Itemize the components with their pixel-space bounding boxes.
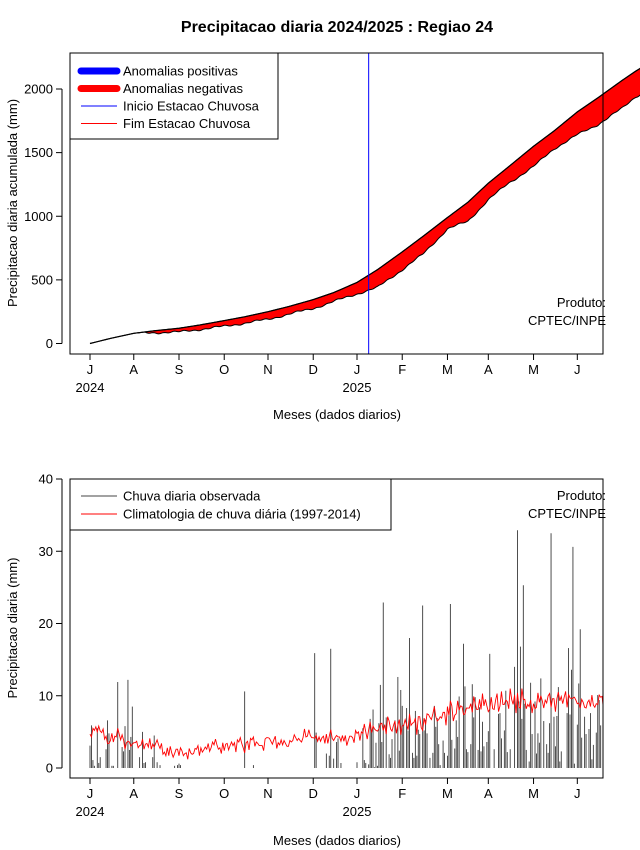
chart-title: Precipitacao diaria 2024/2025 : Regiao 2… — [181, 19, 493, 36]
year-label: 2025 — [343, 804, 372, 819]
x-tick-label: J — [354, 362, 361, 377]
legend-box — [69, 52, 279, 140]
x-tick-label: O — [219, 362, 229, 377]
x-tick-label: A — [484, 786, 493, 801]
x-tick-label: M — [528, 362, 539, 377]
y-tick-label: 1500 — [24, 145, 53, 160]
top-x-axis-label: Meses (dados diarios) — [273, 407, 401, 422]
bottom-legend: Chuva diaria observada Climatologia de ch… — [69, 478, 392, 531]
x-tick-label: J — [354, 786, 361, 801]
legend-label: Climatologia de chuva diária (1997-2014) — [123, 507, 361, 522]
top-y-axis-label: Precipitacao diaria acumulada (mm) — [5, 99, 20, 307]
y-tick-label: 500 — [31, 272, 53, 287]
accumulated-plot-area — [89, 53, 640, 354]
y-tick-label: 30 — [39, 544, 53, 559]
bottom-y-axis-label: Precipitacao diaria (mm) — [5, 558, 20, 699]
y-tick-label: 0 — [46, 336, 53, 351]
x-tick-label: M — [442, 362, 453, 377]
climatology-daily-line — [89, 688, 603, 760]
x-tick-label: A — [129, 786, 138, 801]
top-annotation-line1: Produto: — [557, 295, 606, 310]
y-tick-label: 40 — [39, 472, 53, 487]
x-tick-label: A — [484, 362, 493, 377]
x-tick-label: M — [442, 786, 453, 801]
x-tick-label: D — [309, 786, 318, 801]
x-tick-label: N — [263, 362, 272, 377]
y-tick-label: 20 — [39, 616, 53, 631]
daily-chart: J A S O N D J F M A M J 2024 2025 0 10 20 30 40 Meses (dad… — [5, 472, 606, 849]
legend-label: Chuva diaria observada — [123, 489, 261, 504]
top-legend: Anomalias positivas Anomalias negativas In… — [69, 52, 279, 140]
bottom-x-axis-label: Meses (dados diarios) — [273, 833, 401, 848]
x-tick-label: F — [398, 362, 406, 377]
bottom-annotation-line2: CPTEC/INPE — [528, 506, 606, 521]
x-tick-label: F — [398, 786, 406, 801]
x-tick-label: J — [574, 362, 581, 377]
legend-label: Fim Estacao Chuvosa — [123, 116, 251, 131]
bottom-axes: J A S O N D J F M A M J 2024 2025 0 10 20 30 40 — [39, 472, 581, 820]
top-axes: J A S O N D J F M A M J 2024 2025 0 500 1000 1500 2000 — [24, 82, 580, 396]
x-tick-label: D — [309, 362, 318, 377]
legend-label: Inicio Estacao Chuvosa — [123, 99, 260, 114]
x-tick-label: N — [263, 786, 272, 801]
y-tick-label: 10 — [39, 688, 53, 703]
x-tick-label: S — [175, 362, 184, 377]
year-label: 2024 — [76, 804, 105, 819]
year-label: 2025 — [343, 380, 372, 395]
x-tick-label: A — [129, 362, 138, 377]
legend-box — [69, 478, 392, 531]
year-label: 2024 — [76, 380, 105, 395]
x-tick-label: M — [528, 786, 539, 801]
y-tick-label: 2000 — [24, 82, 53, 97]
x-tick-label: S — [175, 786, 184, 801]
x-tick-label: J — [87, 786, 94, 801]
y-tick-label: 0 — [46, 761, 53, 776]
accumulated-chart: Precipitacao diaria 2024/2025 : Regiao 2… — [5, 19, 640, 422]
x-tick-label: J — [87, 362, 94, 377]
legend-label: Anomalias positivas — [123, 64, 238, 79]
legend-label: Anomalias negativas — [123, 81, 243, 96]
top-annotation-line2: CPTEC/INPE — [528, 313, 606, 328]
x-tick-label: O — [219, 786, 229, 801]
bottom-annotation-line1: Produto: — [557, 488, 606, 503]
y-tick-label: 1000 — [24, 209, 53, 224]
x-tick-label: J — [574, 786, 581, 801]
daily-plot-area — [89, 530, 603, 768]
climatology-accumulated-line — [89, 67, 640, 345]
